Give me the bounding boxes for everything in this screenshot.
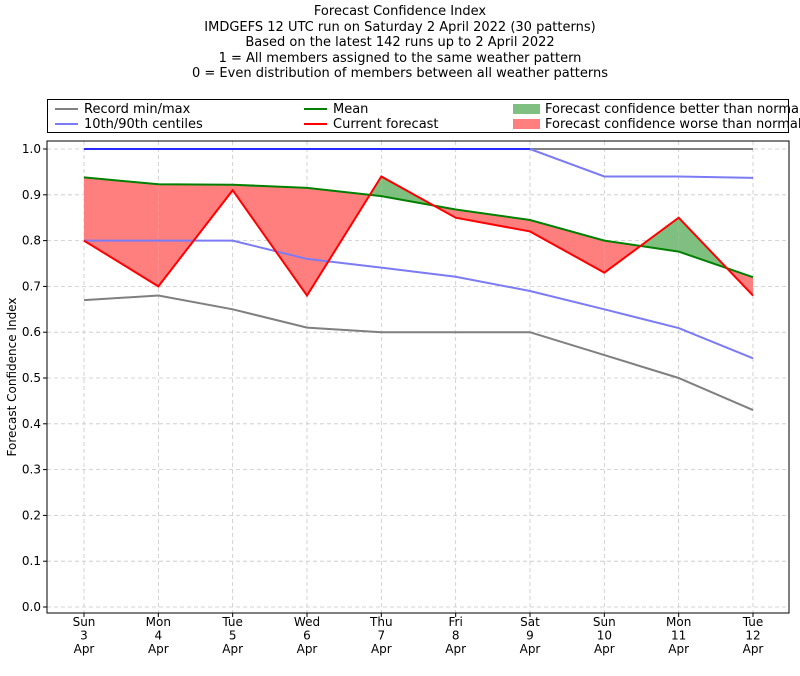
x-tick-label: Apr (222, 642, 243, 656)
y-tick-label: 1.0 (22, 142, 41, 156)
title-line: Forecast Confidence Index (313, 4, 487, 19)
y-tick-label: 0.8 (22, 234, 41, 248)
fill-worse (530, 219, 605, 273)
legend-label-better: Forecast confidence better than normal (545, 101, 800, 117)
x-tick-label: Apr (743, 642, 764, 656)
legend-item-worse: Forecast confidence worse than normal (513, 116, 800, 132)
y-tick-label: 0.5 (22, 371, 41, 385)
x-tick-label: Apr (371, 642, 392, 656)
y-tick-label: 0.1 (22, 554, 41, 568)
x-tick-label: 4 (155, 629, 163, 643)
legend-swatch-current (304, 123, 327, 125)
x-tick-label: Sun (593, 615, 616, 629)
x-tick-label: Wed (294, 615, 320, 629)
legend-swatch-record (55, 108, 78, 110)
x-tick-label: Tue (742, 615, 764, 629)
chart-title: Forecast Confidence Index IMDGEFS 12 UTC… (0, 4, 800, 82)
legend-item-record: Record min/max (55, 101, 190, 117)
legend-label-worse: Forecast confidence worse than normal (545, 116, 800, 132)
subtitle-line: 0 = Even distribution of members between… (191, 66, 609, 82)
legend-swatch-worse (513, 119, 540, 129)
legend-label-centiles: 10th/90th centiles (84, 116, 203, 132)
y-tick-label: 0.0 (22, 600, 41, 614)
y-tick-label: 0.2 (22, 508, 41, 522)
legend-label-mean: Mean (333, 101, 369, 117)
fill-worse (455, 209, 530, 232)
legend: Record min/max 10th/90th centiles Mean C… (47, 99, 800, 133)
x-tick-label: Apr (594, 642, 615, 656)
x-tick-label: Tue (221, 615, 243, 629)
y-tick-label: 0.3 (22, 463, 41, 477)
x-tick-label: 3 (80, 629, 88, 643)
x-tick-label: Apr (297, 642, 318, 656)
x-tick-label: 11 (671, 629, 686, 643)
x-tick-label: Mon (146, 615, 171, 629)
fill-worse (604, 240, 641, 273)
x-tick-label: Apr (520, 642, 541, 656)
x-tick-label: Mon (666, 615, 691, 629)
subtitle-line: 1 = All members assigned to the same wea… (218, 50, 582, 66)
legend-item-centiles: 10th/90th centiles (55, 116, 203, 132)
x-tick-label: Apr (74, 642, 95, 656)
y-tick-label: 0.4 (22, 417, 41, 431)
legend-item-better: Forecast confidence better than normal (513, 101, 800, 117)
fill-better (640, 217, 679, 252)
y-axis-label: Forecast Confidence Index (5, 298, 19, 457)
series-line-current (83, 175, 754, 298)
legend-swatch-mean (304, 108, 327, 110)
x-tick-label: 10 (597, 629, 612, 643)
x-tick-label: 8 (452, 629, 460, 643)
y-tick-label: 0.7 (22, 279, 41, 293)
legend-label-record: Record min/max (84, 101, 191, 117)
series-line-centile-90 (84, 148, 754, 179)
x-tick-label: 5 (229, 629, 237, 643)
legend-label-current: Current forecast (333, 116, 439, 132)
x-tick-label: Apr (668, 642, 689, 656)
x-tick-label: 9 (526, 629, 534, 643)
y-tick-label: 0.9 (22, 188, 41, 202)
y-tick-label: 0.6 (22, 325, 41, 339)
x-tick-label: 7 (378, 629, 386, 643)
x-tick-label: Sat (520, 615, 540, 629)
x-tick-label: Sun (73, 615, 96, 629)
subtitle-line: Based on the latest 142 runs up to 2 Apr… (245, 35, 555, 51)
x-tick-label: Fri (449, 615, 463, 629)
fill-worse (84, 177, 159, 287)
legend-swatch-better (513, 104, 540, 114)
x-tick-label: Apr (148, 642, 169, 656)
series-line-record-min (83, 294, 754, 411)
series-line-centile-10 (84, 239, 754, 360)
x-tick-label: Thu (369, 615, 393, 629)
plot-frame (46, 140, 790, 614)
x-tick-label: 12 (745, 629, 760, 643)
x-tick-label: 6 (303, 629, 311, 643)
subtitle-line: IMDGEFS 12 UTC run on Saturday 2 April 2… (204, 19, 596, 35)
x-tick-label: Apr (445, 642, 466, 656)
legend-item-current: Current forecast (304, 116, 439, 132)
legend-item-mean: Mean (304, 101, 368, 117)
legend-swatch-centiles (55, 123, 78, 125)
